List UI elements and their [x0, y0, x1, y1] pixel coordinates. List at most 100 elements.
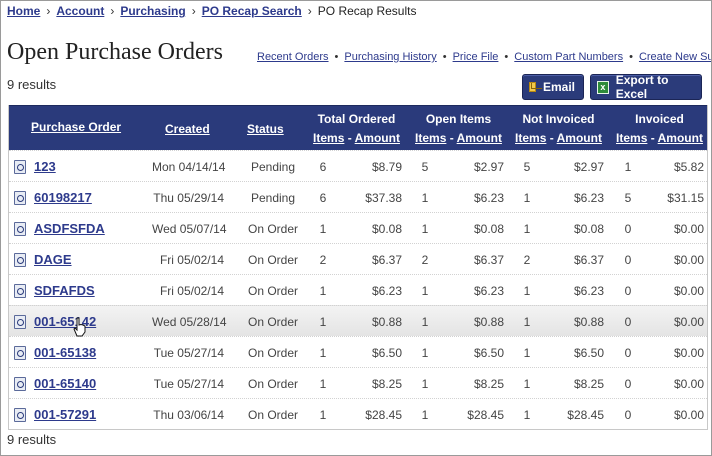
open-items-cell: 1 — [421, 191, 429, 205]
po-number-link[interactable]: DAGE — [34, 252, 72, 267]
invoiced-items-cell: 0 — [624, 284, 632, 298]
breadcrumb-purchasing[interactable]: Purchasing — [120, 4, 186, 18]
purchase-orders-table: Purchase Order Created Status Total Orde… — [8, 105, 708, 430]
col-not-invoiced-amount[interactable]: Amount — [556, 131, 602, 145]
created-cell: Fri 05/02/14 — [159, 253, 224, 267]
table-row[interactable]: 60198217 Thu 05/29/14 Pending 6 $37.38 1 $6.23… — [9, 181, 707, 212]
invoiced-amount-cell: $0.00 — [673, 315, 704, 329]
open-amount-cell: $6.37 — [473, 253, 504, 267]
link-separator: • — [334, 51, 339, 63]
status-cell: Pending — [250, 160, 296, 174]
col-purchase-order[interactable]: Purchase Order — [31, 120, 122, 134]
not-invoiced-amount-cell: $6.23 — [573, 191, 604, 205]
document-search-icon[interactable] — [14, 191, 26, 205]
table-row[interactable]: 001-65138 Tue 05/27/14 On Order 1 $6.50 1 $6.5… — [9, 336, 707, 367]
invoiced-items-cell: 0 — [624, 377, 632, 391]
invoiced-items-cell: 0 — [624, 253, 632, 267]
link-separator: • — [629, 51, 633, 63]
hand-pointer-icon — [73, 317, 86, 337]
total-items-cell: 1 — [319, 346, 327, 360]
created-cell: Thu 05/29/14 — [153, 191, 224, 205]
created-cell: Wed 05/28/14 — [152, 315, 227, 329]
col-invoiced-amount[interactable]: Amount — [657, 131, 703, 145]
open-items-cell: 5 — [421, 160, 429, 174]
document-search-icon[interactable] — [14, 253, 26, 267]
status-cell: Pending — [250, 191, 296, 205]
document-search-icon[interactable] — [14, 346, 26, 360]
po-number-link[interactable]: 001-65138 — [34, 345, 97, 360]
email-button[interactable]: Email — [522, 74, 584, 100]
link-custom-part-numbers[interactable]: Custom Part Numbers — [514, 51, 624, 63]
invoiced-items-cell: 0 — [624, 315, 632, 329]
col-total-items[interactable]: Items — [313, 131, 345, 145]
total-items-cell: 6 — [319, 191, 327, 205]
col-open-amount[interactable]: Amount — [456, 131, 502, 145]
link-create-new[interactable]: Create New Su — [638, 51, 712, 63]
po-number-link[interactable]: SDFAFDS — [34, 283, 95, 298]
invoiced-amount-cell: $0.00 — [673, 253, 704, 267]
document-search-icon[interactable] — [14, 315, 26, 329]
created-cell: Fri 05/02/14 — [159, 284, 224, 298]
po-number-link[interactable]: 123 — [34, 159, 56, 174]
po-number-link[interactable]: 001-57291 — [34, 407, 97, 422]
document-search-icon[interactable] — [14, 160, 26, 174]
created-cell: Thu 03/06/14 — [153, 408, 224, 422]
total-amount-cell: $8.25 — [371, 377, 402, 391]
not-invoiced-amount-cell: $8.25 — [573, 377, 604, 391]
open-amount-cell: $0.08 — [473, 222, 504, 236]
table-row[interactable]: DAGE Fri 05/02/14 On Order 2 $6.37 2 $6.37 2 $6.… — [9, 243, 707, 274]
link-recent-orders[interactable]: Recent Orders — [257, 51, 329, 63]
table-row[interactable]: 123 Mon 04/14/14 Pending 6 $8.79 5 $2.97 5 $2.97… — [9, 150, 707, 181]
total-amount-cell: $0.88 — [371, 315, 402, 329]
status-cell: On Order — [247, 377, 298, 391]
table-header: Purchase Order Created Status Total Orde… — [9, 105, 707, 150]
open-amount-cell: $8.25 — [473, 377, 504, 391]
document-search-icon[interactable] — [14, 284, 26, 298]
total-items-cell: 2 — [319, 253, 327, 267]
link-purchasing-history[interactable]: Purchasing History — [344, 51, 437, 63]
group-total-ordered: Total Ordered — [317, 112, 396, 126]
breadcrumb-home[interactable]: Home — [7, 4, 41, 18]
invoiced-subheaders: Items - Amount — [612, 131, 707, 145]
po-number-link[interactable]: 60198217 — [34, 190, 92, 205]
table-row[interactable]: ASDFSFDA Wed 05/07/14 On Order 1 $0.08 1 $0.08… — [9, 212, 707, 243]
page-title: Open Purchase Orders — [7, 39, 223, 65]
export-to-excel-button[interactable]: x Export to Excel — [590, 73, 702, 101]
link-separator: • — [442, 51, 447, 63]
total-items-cell: 6 — [319, 160, 327, 174]
col-created[interactable]: Created — [165, 122, 210, 136]
table-row[interactable]: 001-57291 Thu 03/06/14 On Order 1 $28.45 1 $28… — [9, 398, 707, 429]
po-number-link[interactable]: ASDFSFDA — [34, 221, 105, 236]
not-invoiced-amount-cell: $6.23 — [573, 284, 604, 298]
col-status[interactable]: Status — [247, 122, 284, 136]
email-button-label: Email — [542, 80, 575, 94]
breadcrumb-account[interactable]: Account — [56, 4, 105, 18]
col-total-amount[interactable]: Amount — [354, 131, 400, 145]
not-invoiced-amount-cell: $2.97 — [573, 160, 604, 174]
po-number-link[interactable]: 001-65140 — [34, 376, 97, 391]
col-open-items[interactable]: Items — [415, 131, 447, 145]
table-row[interactable]: 001-65142 Wed 05/28/14 On Order 1 $0.88 1 $0.8… — [9, 305, 707, 336]
quick-links: Recent Orders • Purchasing History • Price F… — [257, 51, 712, 63]
invoiced-amount-cell: $0.00 — [673, 346, 704, 360]
breadcrumb-po-recap-search[interactable]: PO Recap Search — [201, 4, 302, 18]
document-search-icon[interactable] — [14, 377, 26, 391]
total-items-cell: 1 — [319, 315, 327, 329]
invoiced-items-cell: 1 — [624, 160, 632, 174]
not-invoiced-items-cell: 1 — [523, 222, 531, 236]
total-amount-cell: $8.79 — [371, 160, 402, 174]
results-count-bottom: 9 results — [7, 432, 57, 447]
table-row[interactable]: 001-65140 Tue 05/27/14 On Order 1 $8.25 1 $8.2… — [9, 367, 707, 398]
col-invoiced-items[interactable]: Items — [616, 131, 648, 145]
subheader-dash: - — [347, 131, 352, 145]
link-price-file[interactable]: Price File — [452, 51, 499, 63]
col-not-invoiced-items[interactable]: Items — [515, 131, 547, 145]
document-search-icon[interactable] — [14, 408, 26, 422]
table-row[interactable]: SDFAFDS Fri 05/02/14 On Order 1 $6.23 1 $6.23 1… — [9, 274, 707, 305]
total-amount-cell: $37.38 — [365, 191, 402, 205]
invoiced-amount-cell: $5.82 — [673, 160, 704, 174]
breadcrumb-separator: › — [191, 4, 196, 18]
document-search-icon[interactable] — [14, 222, 26, 236]
not-invoiced-amount-cell: $0.88 — [573, 315, 604, 329]
